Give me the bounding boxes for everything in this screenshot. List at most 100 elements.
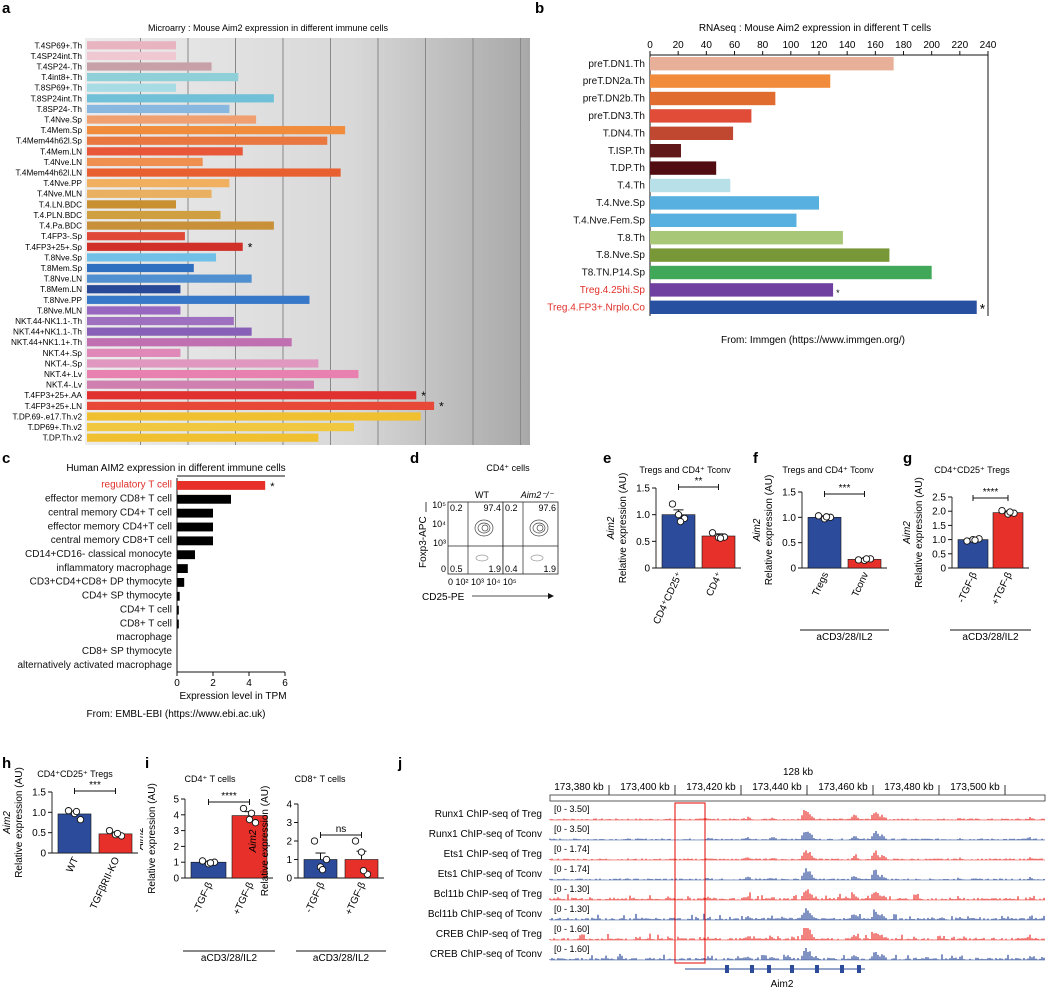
c-row-label: central memory CD4+ T cell [48, 507, 172, 518]
j-track-range: [0 - 3.50] [554, 804, 590, 814]
c-row-label: macrophage [116, 632, 172, 643]
j-track-range: [0 - 1.60] [554, 924, 590, 934]
chart-i2-xtick-label: +TGF-β [343, 880, 368, 917]
a-bar [87, 189, 212, 198]
a-bar [87, 94, 274, 103]
c-xtick-label: 2 [210, 678, 216, 689]
a-row-label: NKT.4-.Sp [45, 359, 83, 368]
c-row-label: regulatory T cell [101, 480, 172, 491]
c-row-label: CD4+ SP thymocyte [82, 591, 173, 602]
chart-i1: 0 1 2 3 4 5 -TGF-β +TGF-β **** Relative expressio… [135, 783, 275, 964]
chart-e-ylabel-gene: Aim2 [606, 516, 617, 540]
q-ko-ur: 97.6 [538, 503, 556, 513]
a-bar [87, 274, 252, 283]
j-track-signal [549, 928, 1045, 940]
j-track-signal [549, 810, 1045, 820]
b-row-label: T.4.Th [617, 181, 645, 192]
a-row-label: T.4Mem.LN [40, 147, 82, 156]
panel-g-svg: g CD4⁺CD25⁺ Tregs 0 0.5 1.0 1.5 2.0 2.5 -TGF-β… [902, 450, 1031, 643]
j-gene-exon [840, 965, 844, 973]
c-bar [177, 605, 179, 615]
chart-f-point [814, 512, 823, 520]
c-row-label: inflammatory macrophage [56, 563, 172, 574]
a-row-label: T.4Mem44h62l.LN [16, 169, 83, 178]
a-bar [87, 306, 181, 315]
chart-f-point [854, 556, 863, 564]
j-track-range: [0 - 3.50] [554, 824, 590, 834]
chart-g-ylabel-gene: Aim2 [902, 521, 913, 545]
chart-i1-point [206, 859, 215, 867]
panel-b: b RNAseq : Mouse Aim2 expression in diff… [535, 0, 1050, 445]
a-row-label: T.8SP69+.Th [34, 84, 82, 93]
chart-i1-sig-label: **** [221, 791, 237, 802]
b-bar [650, 213, 797, 227]
a-row-label: T.8Mem.Sp [41, 264, 83, 273]
c-xlabel: Expression level in TPM [179, 691, 286, 702]
a-bar [87, 179, 230, 188]
c-bar [177, 591, 180, 601]
c-xtick-label: 0 [174, 678, 180, 689]
b-xtick-label: 120 [811, 40, 828, 51]
a-bar [87, 412, 421, 421]
b-bar [650, 57, 894, 71]
b-xtick-label: 100 [782, 40, 799, 51]
c-bar [177, 481, 266, 490]
j-coord-label: 173,400 kb [620, 782, 670, 793]
a-bar [87, 136, 328, 145]
c-star: * [270, 481, 275, 493]
j-track-label: Ets1 ChIP-seq of Tconv [438, 869, 542, 880]
b-row-label: T8.TN.P14.Sp [582, 268, 646, 279]
chart-g-bar [957, 539, 989, 569]
b-bar [650, 300, 977, 314]
chart-g-xtick-label: -TGF-β [956, 570, 980, 604]
a-bar [87, 263, 194, 273]
a-bar [87, 210, 221, 220]
j-gene-exon [725, 965, 729, 973]
chart-f-ytick-label: 1.0 [782, 513, 796, 524]
a-row-label: T.4FP3+25+.LN [25, 402, 82, 411]
j-track-label: Bcl11b ChIP-seq of Treg [434, 889, 542, 900]
a-bar [87, 295, 310, 304]
c-bar [177, 564, 188, 573]
chart-f-sig-label: *** [839, 483, 851, 494]
chart-b: 0 20 40 60 80 100 120 140 160 180 200 220 240 preT.DN… [547, 40, 997, 316]
c-bar [177, 619, 179, 629]
panel-c-footer: From: EMBL-EBI (https://www.ebi.ac.uk) [87, 709, 266, 720]
chart-i2-point [351, 837, 360, 845]
chart-i2-ytick-label: 2 [286, 837, 292, 848]
chart-i2-ytick-label: 4 [286, 800, 292, 811]
ylab-foxp3: Foxp3-APC [418, 516, 429, 568]
a-bar [87, 73, 239, 82]
a-row-label: NKT.4+.Sp [43, 349, 83, 358]
j-coord-label: 173,380 kb [554, 782, 604, 793]
a-bar [87, 369, 359, 379]
a-bar [87, 115, 257, 124]
j-track-label: CREB ChIP-seq of Treg [436, 929, 542, 940]
ytick-0: 0 [441, 564, 446, 574]
chart-g-ytick-label: 2.0 [932, 507, 946, 518]
b-xtick-label: 200 [923, 40, 940, 51]
a-bar [87, 242, 243, 251]
j-coord-label: 173,440 kb [752, 782, 802, 793]
c-bar [177, 522, 213, 532]
panel-d-svg: d CD4⁺ cells WT Aim2⁻/⁻ 0.2 97.4 0.5 1.9… [410, 450, 559, 603]
panel-c-title: Human AIM2 expression in different immun… [66, 463, 285, 474]
panel-f-svg: f Tregs and CD4⁺ Tconv 0 0.5 1.0 1.5 Tregs Tc… [752, 450, 889, 643]
b-row-label: T.4.Nve.Fem.Sp [573, 215, 645, 226]
panel-a-title: Microarry : Mouse Aim2 expression in dif… [148, 23, 388, 33]
chart-i1-point [198, 857, 207, 865]
j-track-signal [549, 889, 1045, 900]
chart-g-ytick-label: 1.5 [932, 521, 946, 532]
chart-f-ytick-label: 0 [790, 564, 796, 575]
chart-g-point [971, 536, 979, 544]
chart-g-ytick-label: 1.0 [932, 535, 946, 546]
panel-d: d CD4⁺ cells WT Aim2⁻/⁻ 0.2 97.4 0.5 1.9… [410, 450, 600, 680]
chart-h: 0 0.5 1.0 1.5 WT TGFβRII-KO *** Relative expres… [2, 767, 138, 911]
panel-f-letter: f [753, 450, 759, 467]
chart-i1-ytick-label: 1 [173, 858, 179, 869]
chart-e: 0 0.5 1.0 1.5 CD4⁺CD25⁺ CD4⁺ ** Relative expres… [606, 473, 741, 626]
panel-g-letter: g [903, 450, 912, 467]
a-row-label: T.4Mem.Sp [41, 126, 83, 135]
chart-i1-point [247, 809, 256, 817]
panel-j-scale: 128 kb [783, 767, 813, 778]
